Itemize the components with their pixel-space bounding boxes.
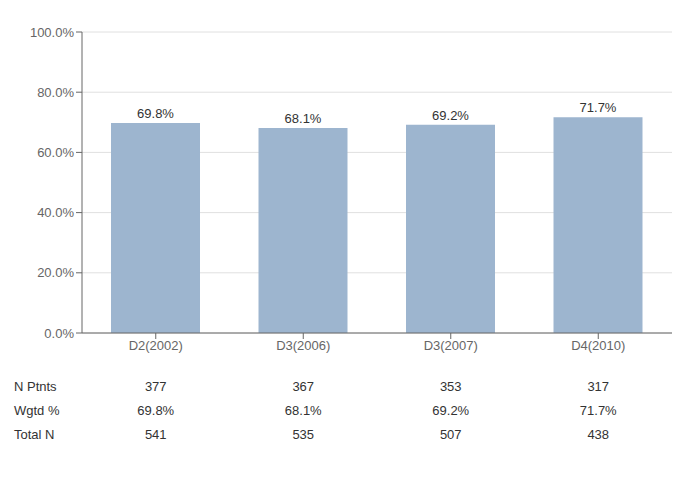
- svg-text:69.2%: 69.2%: [432, 108, 469, 123]
- html-text:507: 507: [439, 426, 462, 442]
- html-text:68.1%: 68.1%: [284, 402, 322, 418]
- svg-text:80.0%: 80.0%: [37, 85, 74, 100]
- html-text:69.8%: 69.8%: [137, 402, 175, 418]
- html-text:Wgtd %: Wgtd %: [14, 402, 60, 418]
- html-text:353: 353: [439, 378, 462, 394]
- svg-text:69.8%: 69.8%: [137, 106, 174, 121]
- svg-text:D3(2006): D3(2006): [276, 338, 330, 353]
- html-text:367: 367: [292, 378, 315, 394]
- html-text:N Ptnts: N Ptnts: [14, 378, 57, 394]
- html-text:377: 377: [144, 378, 167, 394]
- svg-text:20.0%: 20.0%: [37, 265, 74, 280]
- svg-text:D2(2002): D2(2002): [129, 338, 183, 353]
- svg-text:71.7%: 71.7%: [580, 100, 617, 115]
- svg-text:D4(2010): D4(2010): [571, 338, 625, 353]
- html-text:Total N: Total N: [14, 426, 55, 442]
- html-text:69.2%: 69.2%: [432, 402, 470, 418]
- svg-text:0.0%: 0.0%: [44, 326, 74, 341]
- html-text:438: 438: [587, 426, 610, 442]
- html-text:317: 317: [587, 378, 610, 394]
- html-text:541: 541: [144, 426, 167, 442]
- svg-text:D3(2007): D3(2007): [424, 338, 478, 353]
- html-text:535: 535: [292, 426, 315, 442]
- svg-text:40.0%: 40.0%: [37, 205, 74, 220]
- svg-text:100.0%: 100.0%: [30, 25, 75, 40]
- svg-text:68.1%: 68.1%: [285, 111, 322, 126]
- svg-text:60.0%: 60.0%: [37, 145, 74, 160]
- html-text:71.7%: 71.7%: [579, 402, 617, 418]
